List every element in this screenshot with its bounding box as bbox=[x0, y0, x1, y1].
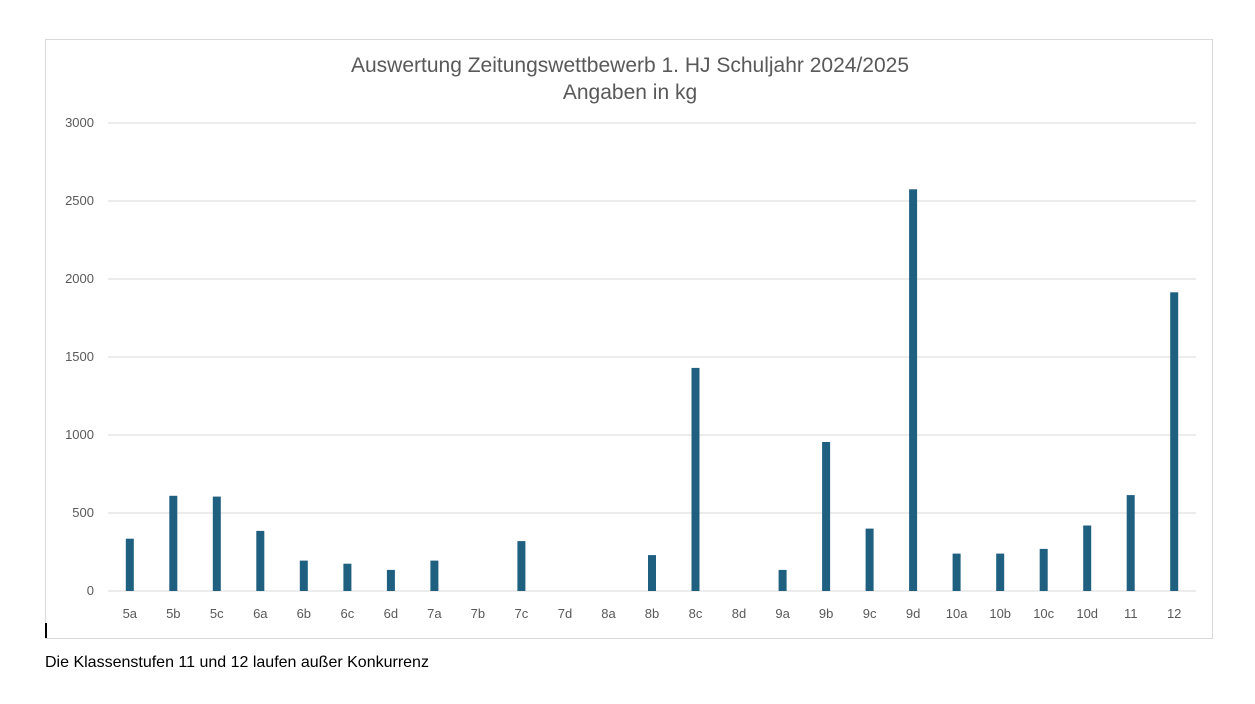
x-tick-label: 7b bbox=[471, 606, 485, 621]
bar-11 bbox=[1126, 495, 1135, 591]
bar-5b bbox=[169, 495, 178, 591]
bars bbox=[125, 189, 1179, 592]
bar-9c bbox=[865, 528, 874, 591]
x-tick-label: 6c bbox=[341, 606, 355, 621]
y-axis-ticks: 0 500 1000 1500 2000 2500 3000 bbox=[65, 115, 94, 598]
x-tick-label: 8b bbox=[645, 606, 659, 621]
x-tick-label: 5a bbox=[123, 606, 138, 621]
y-tick-label: 2000 bbox=[65, 271, 94, 286]
x-tick-label: 8c bbox=[689, 606, 703, 621]
gridlines bbox=[108, 122, 1196, 592]
y-tick-label: 1000 bbox=[65, 427, 94, 442]
text-cursor bbox=[45, 623, 47, 638]
footnote: Die Klassenstufen 11 und 12 laufen außer… bbox=[45, 654, 429, 671]
x-tick-label: 9a bbox=[775, 606, 790, 621]
bar-5a bbox=[125, 538, 134, 591]
bar-8b bbox=[648, 555, 656, 591]
bar-8c bbox=[691, 367, 700, 591]
chart-frame: Auswertung Zeitungswettbewerb 1. HJ Schu… bbox=[45, 39, 1213, 639]
x-tick-label: 9b bbox=[819, 606, 833, 621]
x-tick-label: 10d bbox=[1076, 606, 1098, 621]
x-tick-label: 11 bbox=[1124, 606, 1138, 621]
x-tick-label: 6a bbox=[253, 606, 268, 621]
x-tick-label: 6b bbox=[297, 606, 311, 621]
x-tick-label: 5c bbox=[210, 606, 224, 621]
chart-title: Auswertung Zeitungswettbewerb 1. HJ Schu… bbox=[351, 54, 909, 77]
bar-7a bbox=[430, 560, 439, 591]
chart-svg: Auswertung Zeitungswettbewerb 1. HJ Schu… bbox=[65, 54, 1196, 621]
y-tick-label: 3000 bbox=[65, 115, 94, 130]
x-tick-label: 9d bbox=[906, 606, 920, 621]
bar-7c bbox=[517, 541, 526, 591]
bar-5c bbox=[212, 496, 221, 591]
x-tick-label: 5b bbox=[166, 606, 180, 621]
bar-6d bbox=[386, 569, 395, 591]
y-tick-label: 0 bbox=[87, 583, 94, 598]
bar-10a bbox=[952, 553, 961, 591]
x-tick-label: 9c bbox=[863, 606, 877, 621]
x-tick-label: 6d bbox=[384, 606, 398, 621]
bar-6a bbox=[256, 530, 265, 591]
bar-9b bbox=[822, 442, 831, 591]
x-tick-label: 8d bbox=[732, 606, 746, 621]
x-tick-label: 12 bbox=[1167, 606, 1181, 621]
bar-12 bbox=[1170, 292, 1179, 591]
bar-9d bbox=[909, 189, 918, 592]
bar-10b bbox=[996, 553, 1005, 591]
x-tick-label: 7c bbox=[515, 606, 529, 621]
x-tick-label: 10a bbox=[946, 606, 968, 621]
x-tick-label: 10b bbox=[989, 606, 1011, 621]
x-tick-label: 8a bbox=[601, 606, 616, 621]
bar-10c bbox=[1039, 548, 1048, 591]
chart-subtitle: Angaben in kg bbox=[563, 81, 697, 104]
y-tick-label: 1500 bbox=[65, 349, 94, 364]
x-axis-ticks: 5a 5b 5c 6a 6b 6c 6d 7a 7b 7c 7d 8a 8b 8c 8d 9a 9b 9c 9d 10… bbox=[123, 606, 1182, 621]
bar-6b bbox=[299, 560, 308, 591]
x-tick-label: 7a bbox=[427, 606, 442, 621]
bar-10d bbox=[1083, 525, 1092, 591]
bar-9a bbox=[778, 569, 787, 591]
x-tick-label: 7d bbox=[558, 606, 572, 621]
y-tick-label: 500 bbox=[72, 505, 94, 520]
bar-6c bbox=[343, 563, 352, 591]
y-tick-label: 2500 bbox=[65, 193, 94, 208]
x-tick-label: 10c bbox=[1033, 606, 1054, 621]
